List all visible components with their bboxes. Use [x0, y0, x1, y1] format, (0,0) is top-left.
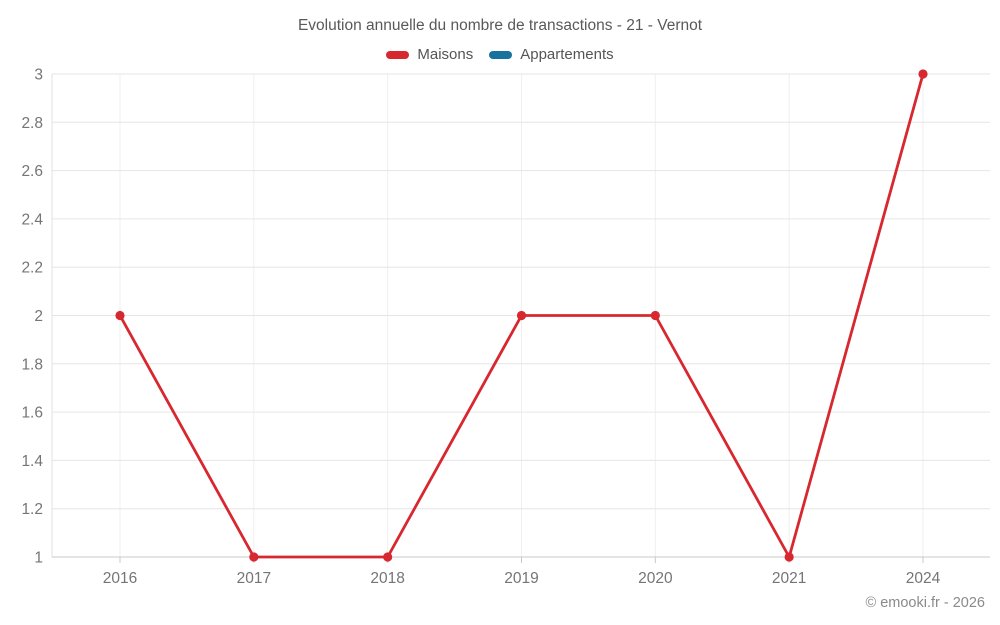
- y-tick-label: 2.6: [21, 163, 43, 180]
- y-tick-label: 1.2: [21, 501, 43, 518]
- y-tick-label: 1.4: [21, 453, 43, 470]
- x-tick-label: 2020: [638, 570, 673, 587]
- data-point-maisons-2016[interactable]: [115, 310, 125, 321]
- x-tick-label: 2019: [504, 570, 538, 587]
- x-tick-label: 2024: [906, 570, 941, 587]
- y-tick-label: 2.8: [21, 115, 43, 132]
- data-point-maisons-2017[interactable]: [249, 552, 259, 562]
- y-tick-label: 2.2: [21, 260, 43, 277]
- legend-swatch-maisons-icon: [386, 50, 410, 59]
- y-tick-label: 2.4: [21, 211, 43, 228]
- y-tick-label: 1: [34, 550, 43, 567]
- x-tick-label: 2021: [772, 570, 806, 587]
- chart-title: Evolution annuelle du nombre de transact…: [297, 17, 703, 34]
- y-tick-label: 3: [34, 67, 43, 84]
- y-tick-label: 1.8: [21, 356, 43, 373]
- legend-item-maisons[interactable]: Maisons: [386, 46, 473, 63]
- legend-label-appartements: Appartements: [520, 46, 614, 63]
- legend: Maisons Appartements: [0, 46, 1000, 63]
- legend-swatch-appartements-icon: [489, 50, 513, 59]
- x-tick-label: 2016: [103, 570, 137, 587]
- data-point-maisons-2021[interactable]: [784, 552, 794, 562]
- data-point-maisons-2024[interactable]: [918, 69, 928, 79]
- data-point-maisons-2018[interactable]: [383, 552, 393, 562]
- y-tick-label: 2: [34, 308, 43, 325]
- copyright: © emooki.fr - 2026: [865, 595, 985, 611]
- x-tick-label: 2017: [237, 570, 271, 587]
- data-point-maisons-2020[interactable]: [650, 310, 660, 321]
- y-tick-label: 1.6: [21, 405, 43, 422]
- x-tick-label: 2018: [370, 570, 404, 587]
- data-point-maisons-2019[interactable]: [516, 310, 527, 321]
- legend-label-maisons: Maisons: [417, 46, 474, 63]
- legend-item-appartements[interactable]: Appartements: [489, 46, 614, 63]
